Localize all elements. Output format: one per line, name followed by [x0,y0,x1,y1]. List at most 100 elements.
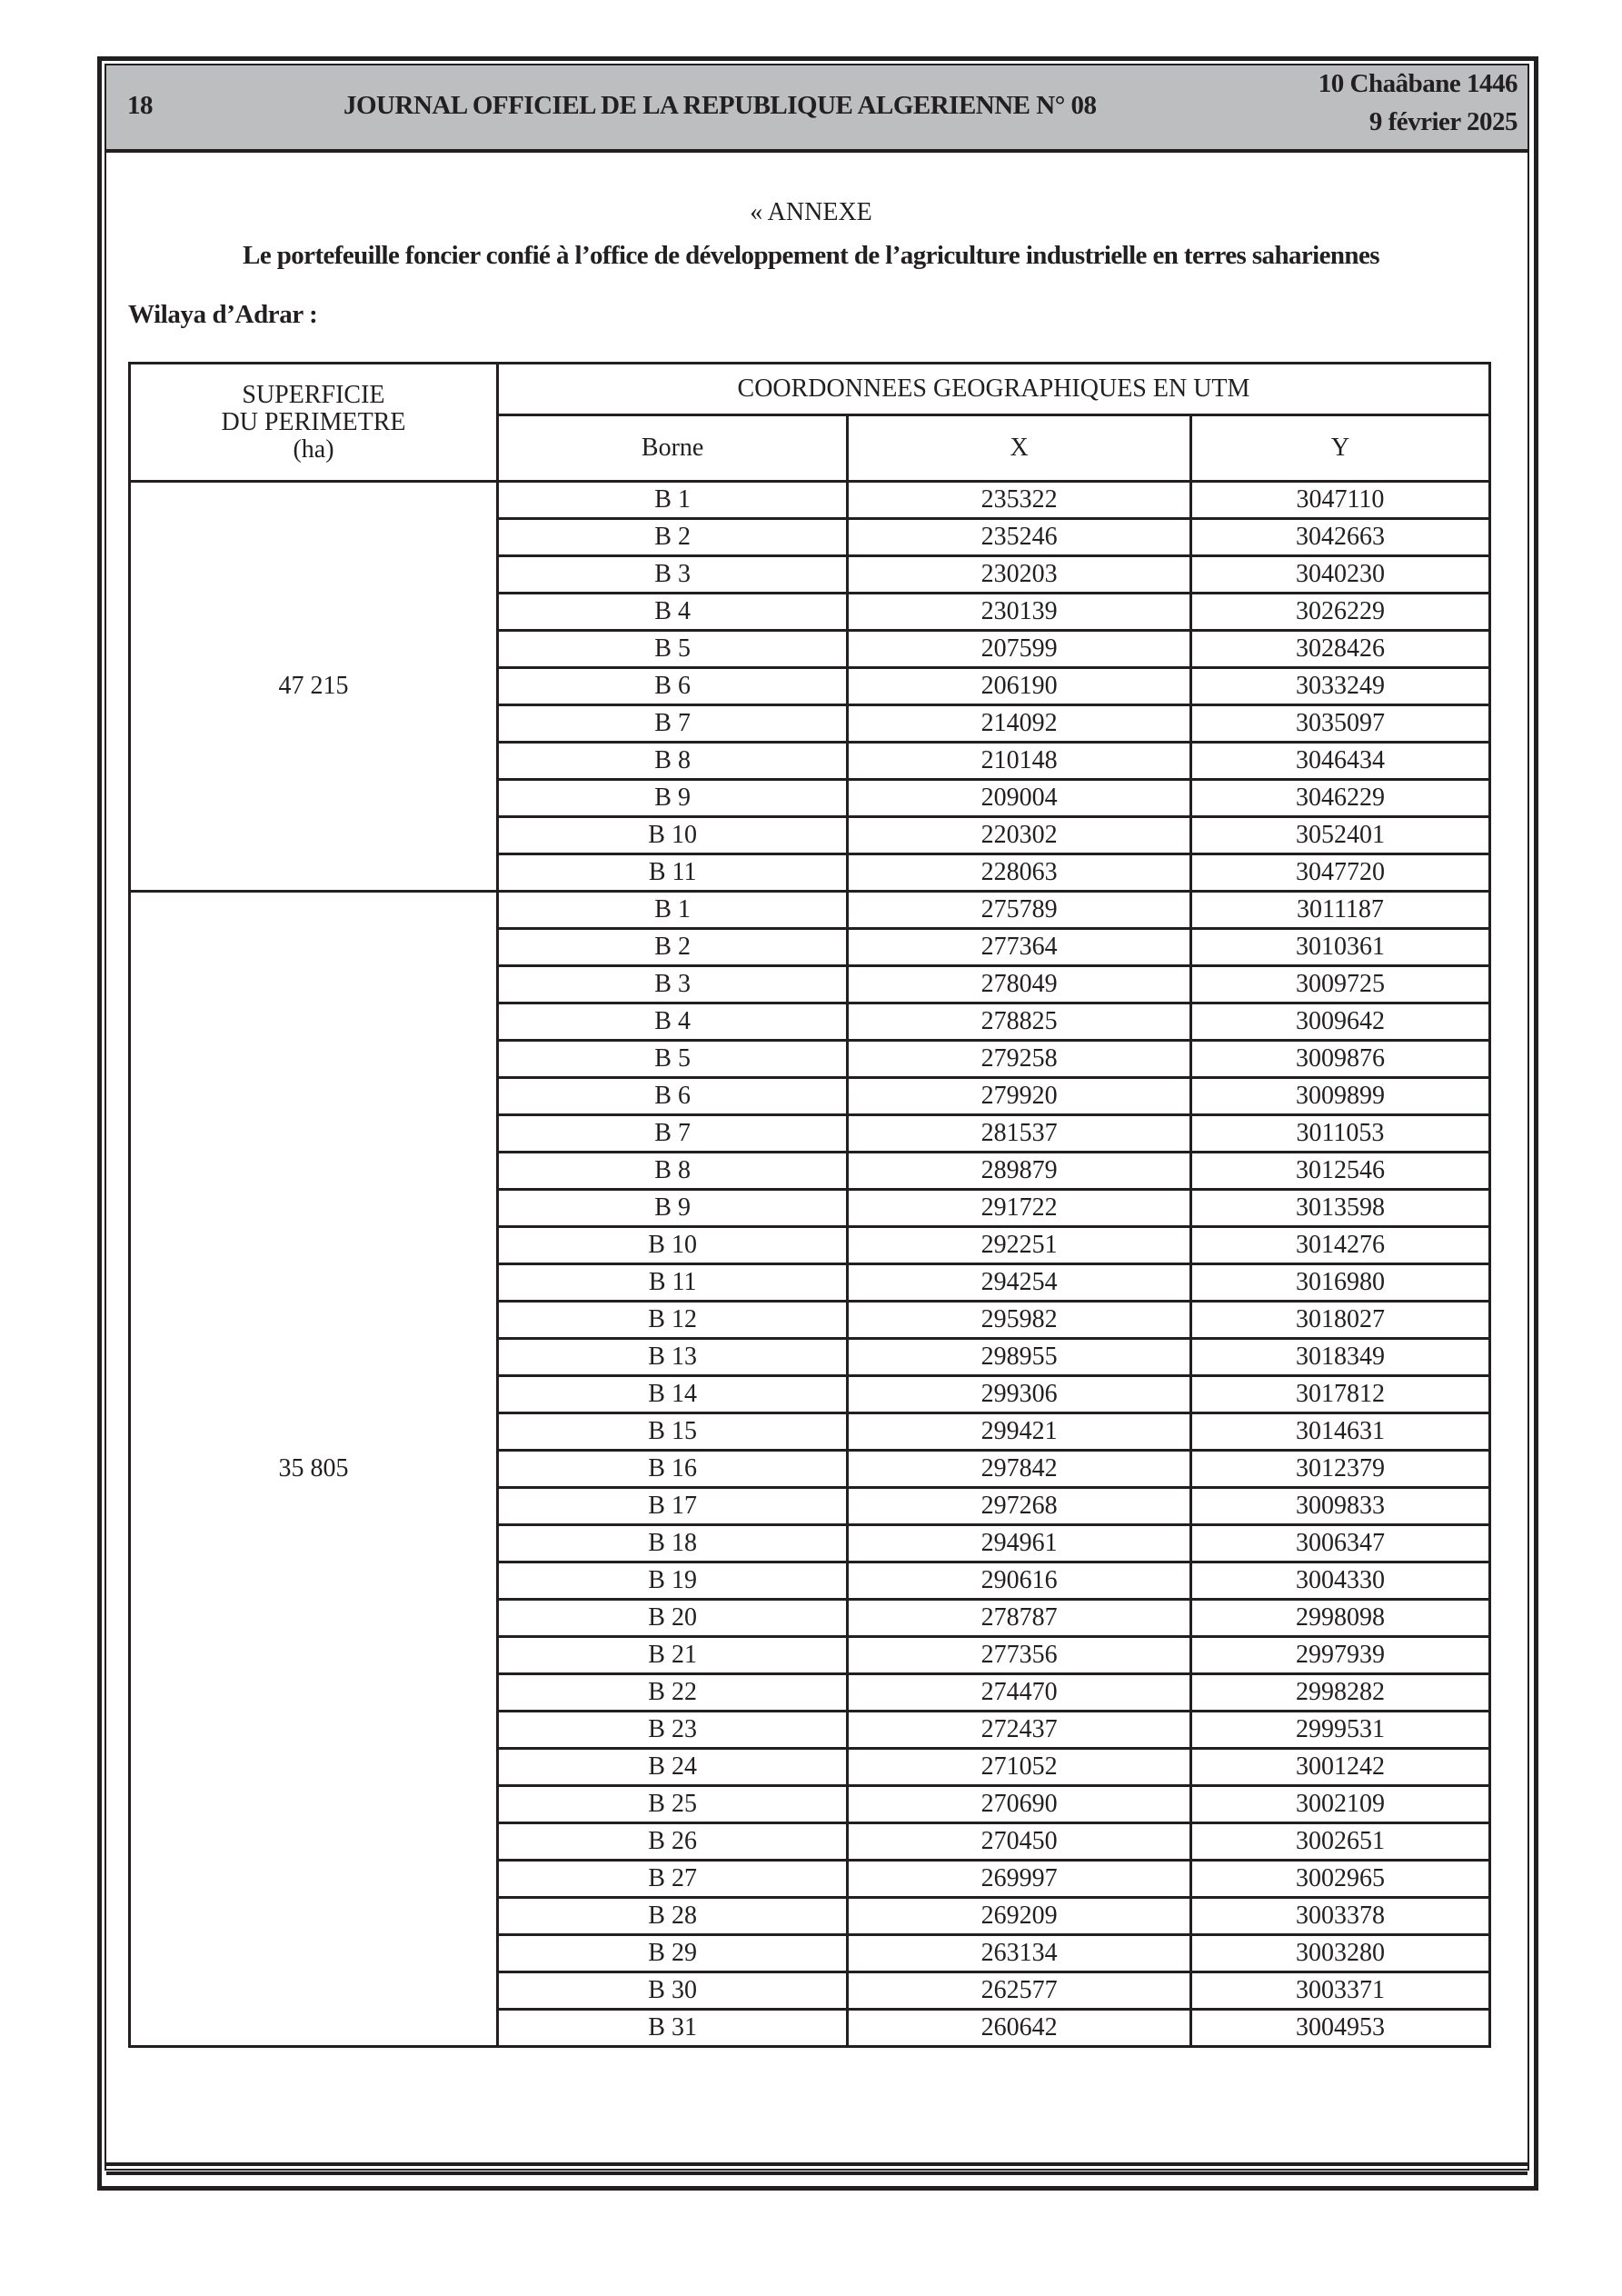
borne-cell: B 2 [495,927,850,967]
borne-cell: B 1 [495,480,850,520]
borne-cell: B 1 [495,890,850,930]
table-row: B 3 278049 3009725 [130,964,1492,1004]
journal-title: JOURNAL OFFICIEL DE LA REPUBLIQUE ALGERI… [343,91,1097,120]
coordinates-table: SUPERFICIE DU PERIMETRE (ha) COORDONNEES… [128,362,1492,2048]
x-cell: 298955 [846,1337,1192,1377]
table-row: B 21 277356 2997939 [130,1635,1492,1675]
x-cell: 230203 [846,554,1192,594]
wilaya-heading: Wilaya d’Adrar : [128,300,318,329]
borne-cell: B 6 [495,666,850,706]
x-cell: 294254 [846,1263,1192,1303]
page-frame-inner [104,64,1529,2171]
x-cell: 299421 [846,1412,1192,1452]
table-row: B 6 279920 3009899 [130,1076,1492,1116]
area-header-line2: DU PERIMETRE [221,407,406,436]
table-row: B 28 269209 3003378 [130,1896,1492,1936]
y-cell: 3009876 [1189,1039,1492,1079]
borne-cell: B 26 [495,1822,850,1862]
table-row: B 15 299421 3014631 [130,1412,1492,1452]
table-row: B 10 292251 3014276 [130,1225,1492,1265]
x-cell: 274470 [846,1672,1192,1712]
table-row: B 2 235246 3042663 [130,517,1492,557]
y-cell: 3046229 [1189,778,1492,818]
x-cell: 291722 [846,1188,1192,1228]
table-row: B 4 230139 3026229 [130,592,1492,632]
y-cell: 3035097 [1189,704,1492,744]
table-row: B 7 214092 3035097 [130,704,1492,744]
borne-cell: B 4 [495,592,850,632]
table-row: B 26 270450 3002651 [130,1822,1492,1862]
borne-cell: B 22 [495,1672,850,1712]
y-cell: 2997939 [1189,1635,1492,1675]
x-cell: 299306 [846,1374,1192,1414]
table-body: 47 215 B 1 235322 3047110 B 2 235246 3042663 B … [128,480,1492,2048]
y-cell: 2999531 [1189,1710,1492,1750]
y-cell: 3018027 [1189,1300,1492,1340]
y-cell: 3052401 [1189,815,1492,855]
y-header: Y [1189,414,1492,483]
y-cell: 3004953 [1189,2008,1492,2048]
y-cell: 3009899 [1189,1076,1492,1116]
borne-cell: B 3 [495,964,850,1004]
x-cell: 235322 [846,480,1192,520]
table-row: B 24 271052 3001242 [130,1747,1492,1787]
x-cell: 230139 [846,592,1192,632]
table-row: 35 805 B 1 275789 3011187 [128,890,1492,2048]
x-cell: 235246 [846,517,1192,557]
borne-cell: B 13 [495,1337,850,1377]
y-cell: 3012546 [1189,1151,1492,1191]
borne-cell: B 8 [495,1151,850,1191]
table-row: B 30 262577 3003371 [130,1971,1492,2011]
y-cell: 3006347 [1189,1523,1492,1563]
x-cell: 297268 [846,1486,1192,1526]
table-row: B 14 299306 3017812 [130,1374,1492,1414]
borne-cell: B 21 [495,1635,850,1675]
y-cell: 3016980 [1189,1263,1492,1303]
borne-cell: B 10 [495,1225,850,1265]
y-cell: 3009642 [1189,1002,1492,1042]
borne-cell: B 18 [495,1523,850,1563]
annex-title: Le portefeuille foncier confié à l’offic… [243,241,1379,270]
table-row: B 4 278825 3009642 [130,1002,1492,1042]
x-cell: 271052 [846,1747,1192,1787]
borne-cell: B 30 [495,1971,850,2011]
table-row: B 23 272437 2999531 [130,1710,1492,1750]
borne-cell: B 25 [495,1784,850,1824]
y-cell: 3028426 [1189,629,1492,669]
perimeter-area: 47 215 [128,480,499,893]
borne-header: Borne [495,414,850,483]
x-cell: 278049 [846,964,1192,1004]
x-cell: 260642 [846,2008,1192,2048]
table-row: B 3 230203 3040230 [130,554,1492,594]
borne-cell: B 8 [495,741,850,781]
table-row: B 11 294254 3016980 [130,1263,1492,1303]
borne-cell: B 16 [495,1449,850,1489]
x-cell: 214092 [846,704,1192,744]
y-cell: 3017812 [1189,1374,1492,1414]
x-cell: 297842 [846,1449,1192,1489]
table-row: B 5 207599 3028426 [130,629,1492,669]
x-cell: 289879 [846,1151,1192,1191]
table-row: B 17 297268 3009833 [130,1486,1492,1526]
x-cell: 270690 [846,1784,1192,1824]
borne-cell: B 14 [495,1374,850,1414]
y-cell: 3002965 [1189,1859,1492,1899]
borne-cell: B 11 [495,853,850,893]
y-cell: 3014276 [1189,1225,1492,1265]
x-cell: 228063 [846,853,1192,893]
borne-cell: B 27 [495,1859,850,1899]
coords-header: COORDONNEES GEOGRAPHIQUES EN UTM [495,362,1492,416]
x-cell: 272437 [846,1710,1192,1750]
y-cell: 3040230 [1189,554,1492,594]
x-cell: 294961 [846,1523,1192,1563]
y-cell: 3010361 [1189,927,1492,967]
borne-cell: B 29 [495,1933,850,1973]
borne-cell: B 11 [495,1263,850,1303]
y-cell: 3003280 [1189,1933,1492,1973]
borne-cell: B 6 [495,1076,850,1116]
y-cell: 3012379 [1189,1449,1492,1489]
borne-cell: B 5 [495,629,850,669]
table-row: B 9 209004 3046229 [130,778,1492,818]
x-cell: 269997 [846,1859,1192,1899]
y-cell: 3004330 [1189,1561,1492,1601]
